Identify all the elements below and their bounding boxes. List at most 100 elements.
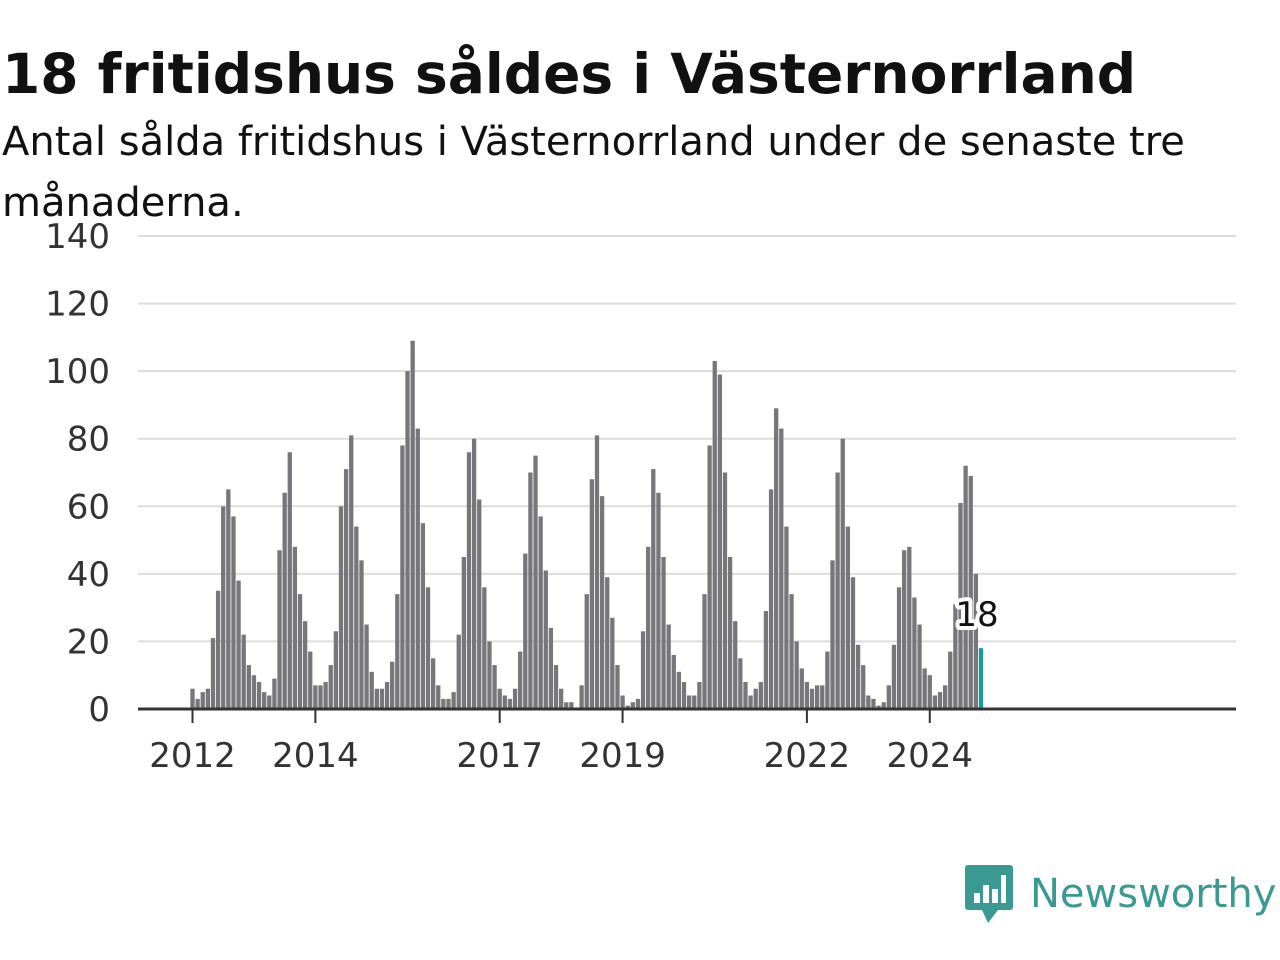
- bar: [564, 702, 569, 709]
- bar: [241, 634, 246, 709]
- bar: [804, 681, 810, 709]
- chart-subtitle: Antal sålda fritidshus i Västernorrland …: [2, 119, 1185, 226]
- bar: [200, 692, 205, 709]
- bar: [471, 438, 477, 709]
- bar: [236, 580, 241, 709]
- bar: [512, 688, 518, 709]
- bar: [262, 692, 267, 709]
- x-tick-label: 2022: [764, 736, 851, 776]
- bar: [410, 340, 415, 709]
- bar: [845, 526, 851, 709]
- bar: [958, 502, 963, 709]
- bar: [354, 526, 359, 709]
- bar: [425, 587, 431, 709]
- bar: [272, 678, 277, 709]
- bar: [809, 688, 815, 709]
- bar: [246, 665, 251, 709]
- bar: [886, 685, 891, 709]
- bar: [850, 577, 856, 709]
- bar: [610, 617, 615, 709]
- bar: [436, 685, 441, 709]
- bar: [743, 681, 748, 709]
- chart-title: 18 fritidshus såldes i Västernorrland: [2, 42, 1137, 106]
- bar: [441, 698, 446, 709]
- bar: [543, 570, 548, 709]
- bar: [656, 492, 661, 709]
- bar: [349, 435, 354, 709]
- bar: [282, 492, 287, 709]
- brand-name: Newsworthy: [1030, 871, 1277, 917]
- bar: [594, 435, 600, 709]
- y-tick-label: 80: [67, 420, 110, 460]
- bar: [676, 671, 682, 709]
- bar: [753, 688, 758, 709]
- bar: [835, 472, 840, 709]
- highlight-value-label: 18: [955, 595, 998, 635]
- bar: [451, 692, 456, 709]
- bar: [712, 361, 717, 709]
- bar: [461, 556, 467, 709]
- bar: [861, 665, 866, 709]
- bar: [553, 665, 559, 709]
- bar: [548, 627, 554, 709]
- bar: [523, 553, 528, 709]
- bar: [779, 428, 784, 709]
- grid-lines: [138, 235, 1236, 643]
- bar: [758, 681, 763, 709]
- bar: [866, 695, 871, 709]
- bar: [518, 651, 523, 709]
- y-tick-label: 40: [67, 555, 110, 595]
- bar: [323, 681, 328, 709]
- bar: [640, 631, 646, 709]
- bar: [661, 556, 666, 709]
- bar: [620, 695, 625, 709]
- bar-chart: 0 20 40 60 80 100 120 140 2012 2014 2017 2019 2022 20…: [45, 217, 1236, 776]
- bar: [635, 698, 641, 709]
- y-tick-label: 20: [67, 622, 110, 662]
- bar: [221, 506, 226, 709]
- bar: [937, 692, 943, 709]
- bar: [927, 675, 932, 709]
- bar: [267, 695, 272, 709]
- bar: [328, 665, 333, 709]
- bar: [942, 685, 948, 709]
- bar: [768, 489, 774, 709]
- bar: [369, 671, 374, 709]
- bar: [896, 587, 902, 709]
- bar: [697, 681, 702, 709]
- bar: [502, 695, 507, 709]
- y-tick-label: 140: [45, 217, 110, 257]
- bar: [917, 624, 922, 709]
- bar: [558, 688, 564, 709]
- bar: [968, 475, 973, 709]
- bar: [876, 705, 881, 709]
- bar: [415, 428, 420, 709]
- bar: [630, 702, 635, 709]
- bar: [651, 469, 656, 709]
- bar: [400, 445, 405, 709]
- bar: [379, 688, 385, 709]
- bar: [477, 499, 482, 709]
- bar: [333, 631, 339, 709]
- bar: [302, 621, 308, 709]
- bar: [210, 638, 216, 709]
- bar: [584, 594, 589, 709]
- bar: [794, 641, 799, 709]
- bar: [589, 479, 595, 709]
- bar: [605, 577, 610, 709]
- bar: [814, 685, 820, 709]
- bar: [615, 665, 620, 709]
- x-tick-label: 2019: [579, 736, 666, 776]
- bar: [902, 550, 907, 709]
- bar: [374, 688, 379, 709]
- bar: [722, 472, 728, 709]
- bar: [430, 658, 436, 709]
- bar: [482, 587, 487, 709]
- bar: [681, 681, 687, 709]
- axes: [138, 707, 1236, 723]
- bar: [364, 624, 369, 709]
- bar: [774, 408, 779, 709]
- brand-logo: Newsworthy: [964, 862, 1276, 926]
- bars: [190, 340, 984, 709]
- x-tick-label: 2024: [887, 736, 974, 776]
